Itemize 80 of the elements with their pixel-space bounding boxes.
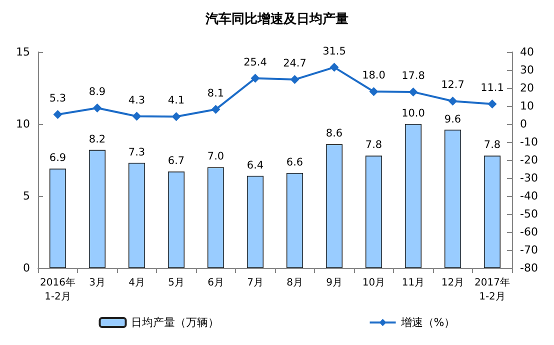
data-label: 6.4: [246, 159, 264, 172]
y2-tick-label: 10: [520, 100, 534, 112]
data-label: 18.0: [362, 70, 386, 82]
x-tick-label: 10月: [362, 278, 386, 288]
x-tick-label: 4月: [128, 278, 145, 288]
x-tick-label: 5月: [168, 278, 184, 288]
data-label: 5.3: [49, 92, 66, 104]
data-label: 9.6: [444, 113, 462, 126]
data-label: 31.5: [322, 45, 346, 58]
data-label: 6.9: [49, 152, 66, 164]
point: [448, 96, 458, 106]
bar: [168, 172, 185, 268]
point: [53, 110, 62, 119]
y2-tick-label: -10: [520, 136, 538, 148]
data-label: 8.2: [88, 133, 106, 146]
bar: [365, 156, 382, 268]
data-label: 8.6: [326, 128, 343, 140]
point: [408, 87, 418, 96]
y2-tick-label: -20: [520, 154, 538, 166]
data-label: 6.6: [286, 156, 304, 168]
y2-tick-label: 30: [520, 64, 534, 76]
x-tick-label: 2017年 1-2月: [474, 276, 510, 302]
y-tick-label: 0: [23, 262, 30, 274]
data-label: 24.7: [283, 58, 306, 70]
point: [369, 87, 378, 96]
x-tick-label: 2016年 1-2月: [40, 276, 76, 302]
data-label: 12.7: [441, 79, 464, 92]
y2-tick-label: 0: [520, 118, 527, 130]
x-tick-label: 9月: [326, 278, 342, 288]
x-tick-label: 11月: [402, 278, 425, 288]
bar: [484, 156, 501, 268]
y2-tick-label: -30: [520, 172, 538, 184]
legend-label: 增速（%）: [400, 316, 456, 329]
y2-tick-label: -40: [520, 190, 538, 202]
legend-label: 日均产量（万辆）: [130, 316, 219, 329]
y2-tick-label: -50: [520, 208, 538, 220]
data-label: 7.0: [207, 150, 224, 163]
point: [330, 62, 339, 72]
point: [290, 75, 300, 84]
chart-title: 汽车同比增速及日均产量: [204, 11, 348, 27]
data-label: 7.8: [365, 139, 382, 152]
y2-tick-label: -70: [520, 244, 538, 256]
data-label: 7.8: [484, 139, 501, 152]
y-tick-label: 10: [16, 118, 30, 130]
y2-tick-label: -80: [520, 262, 538, 274]
data-label: 25.4: [244, 56, 268, 68]
bar: [49, 168, 66, 268]
data-label: 10.0: [402, 108, 425, 120]
point: [250, 74, 260, 83]
bar: [207, 167, 224, 268]
bar: [88, 150, 106, 268]
data-label: 4.3: [128, 94, 146, 106]
x-tick-label: 3月: [89, 278, 106, 288]
data-label: 11.1: [480, 82, 504, 94]
x-tick-label: 8月: [286, 278, 303, 288]
x-tick-label: 6月: [208, 278, 224, 288]
data-label: 8.1: [207, 87, 224, 100]
point: [92, 103, 102, 112]
y2-tick-label: 20: [520, 82, 534, 94]
point: [488, 100, 497, 109]
data-label: 7.3: [128, 146, 146, 158]
point: [211, 104, 220, 114]
bar: [404, 124, 422, 268]
x-tick-label: 7月: [247, 278, 264, 288]
data-label: 17.8: [402, 70, 425, 82]
data-label: 8.9: [88, 86, 106, 98]
bar: [128, 162, 146, 268]
y2-tick-label: -60: [520, 226, 538, 238]
point: [172, 112, 181, 122]
y-tick-label: 5: [23, 190, 30, 202]
y-tick-label: 15: [16, 46, 30, 58]
data-label: 4.1: [168, 94, 185, 107]
y2-tick-label: 40: [520, 46, 534, 58]
point: [132, 112, 142, 121]
bar: [246, 176, 264, 268]
data-label: 6.7: [168, 155, 185, 168]
bar: [444, 130, 462, 268]
bar: [326, 144, 343, 268]
x-tick-label: 12月: [441, 278, 464, 288]
bar: [286, 172, 304, 268]
